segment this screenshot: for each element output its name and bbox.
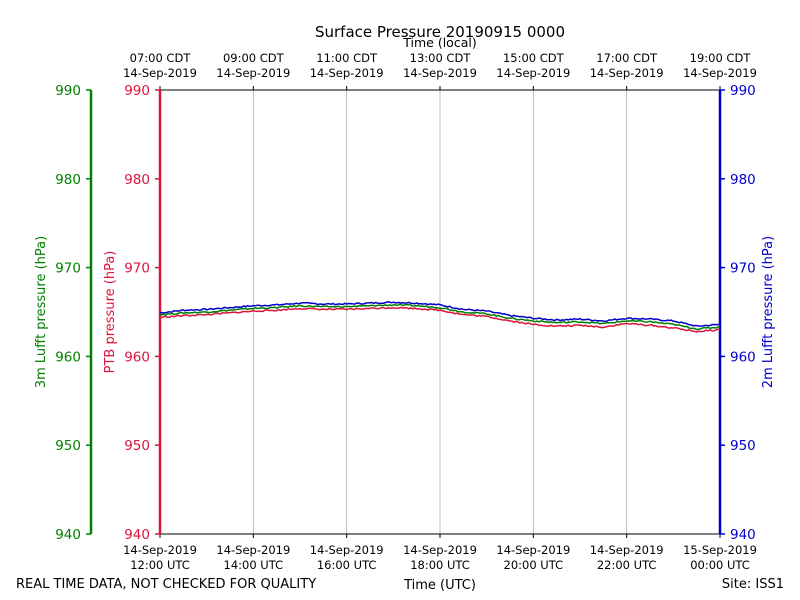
top-tick-date: 14-Sep-2019 <box>683 66 757 80</box>
top-tick-time: 07:00 CDT <box>130 51 192 65</box>
x-tick-time: 16:00 UTC <box>317 558 377 572</box>
lufft-3m-tick-label: 980 <box>55 172 81 188</box>
x-tick-time: 14:00 UTC <box>224 558 284 572</box>
top-tick-time: 13:00 CDT <box>410 51 472 65</box>
series-line-ptb-pressure <box>159 306 721 333</box>
lufft-2m-tick-label: 960 <box>730 349 756 365</box>
lufft-2m-tick-label: 980 <box>730 172 756 188</box>
x-tick-time: 00:00 UTC <box>690 558 750 572</box>
x-tick-date: 14-Sep-2019 <box>590 543 664 557</box>
ptb-tick-label: 990 <box>124 83 150 99</box>
top-tick-time: 09:00 CDT <box>223 51 285 65</box>
ptb-tick-label: 970 <box>124 261 150 277</box>
lufft-2m-axis-label: 2m Lufft pressure (hPa) <box>761 236 776 388</box>
x-tick-date: 14-Sep-2019 <box>310 543 384 557</box>
top-tick-date: 14-Sep-2019 <box>403 66 477 80</box>
lufft-2m-tick-label: 970 <box>730 261 756 277</box>
top-tick-date: 14-Sep-2019 <box>216 66 290 80</box>
series-group <box>159 301 721 333</box>
top-tick-date: 14-Sep-2019 <box>496 66 570 80</box>
site-label: Site: ISS1 <box>722 577 784 592</box>
lufft-3m-tick-label: 950 <box>55 438 81 454</box>
x-tick-date: 14-Sep-2019 <box>123 543 197 557</box>
top-tick-time: 19:00 CDT <box>690 51 752 65</box>
x-tick-time: 20:00 UTC <box>504 558 564 572</box>
ptb-tick-label: 960 <box>124 349 150 365</box>
top-tick-date: 14-Sep-2019 <box>123 66 197 80</box>
ptb-tick-label: 940 <box>124 527 150 543</box>
series-line-2m-lufft-pressure <box>159 301 721 327</box>
x-tick-time: 12:00 UTC <box>130 558 190 572</box>
series-line-3m-lufft-pressure <box>159 303 721 331</box>
top-tick-date: 14-Sep-2019 <box>310 66 384 80</box>
ptb-tick-label: 980 <box>124 172 150 188</box>
lufft-2m-tick-label: 950 <box>730 438 756 454</box>
vertical-grid <box>252 90 628 534</box>
x-tick-date: 15-Sep-2019 <box>683 543 757 557</box>
top-tick-date: 14-Sep-2019 <box>590 66 664 80</box>
ptb-axis-label: PTB pressure (hPa) <box>103 251 118 374</box>
top-tick-time: 17:00 CDT <box>596 51 658 65</box>
quality-note: REAL TIME DATA, NOT CHECKED FOR QUALITY <box>16 577 316 592</box>
x-tick-date: 14-Sep-2019 <box>496 543 570 557</box>
x-tick-time: 18:00 UTC <box>410 558 470 572</box>
top-tick-time: 11:00 CDT <box>316 51 378 65</box>
chart-title: Surface Pressure 20190915 0000 <box>315 23 565 41</box>
lufft-2m-tick-label: 940 <box>730 527 756 543</box>
lufft-2m-tick-label: 990 <box>730 83 756 99</box>
top-tick-time: 15:00 CDT <box>503 51 565 65</box>
x-tick-date: 14-Sep-2019 <box>403 543 477 557</box>
x-tick-time: 22:00 UTC <box>597 558 657 572</box>
lufft-3m-axis-label: 3m Lufft pressure (hPa) <box>34 236 49 388</box>
lufft-3m-tick-label: 960 <box>55 349 81 365</box>
x-axis-label: Time (UTC) <box>403 578 476 593</box>
ptb-tick-label: 950 <box>124 438 150 454</box>
lufft-3m-tick-label: 990 <box>55 83 81 99</box>
lufft-3m-tick-label: 970 <box>55 261 81 277</box>
top-axis-label: Time (local) <box>402 35 476 50</box>
x-tick-date: 14-Sep-2019 <box>216 543 290 557</box>
y-ticks: 940 940 940 950 950 950 960 960 960 970 970 970 980 9… <box>55 83 756 543</box>
lufft-3m-tick-label: 940 <box>55 527 81 543</box>
